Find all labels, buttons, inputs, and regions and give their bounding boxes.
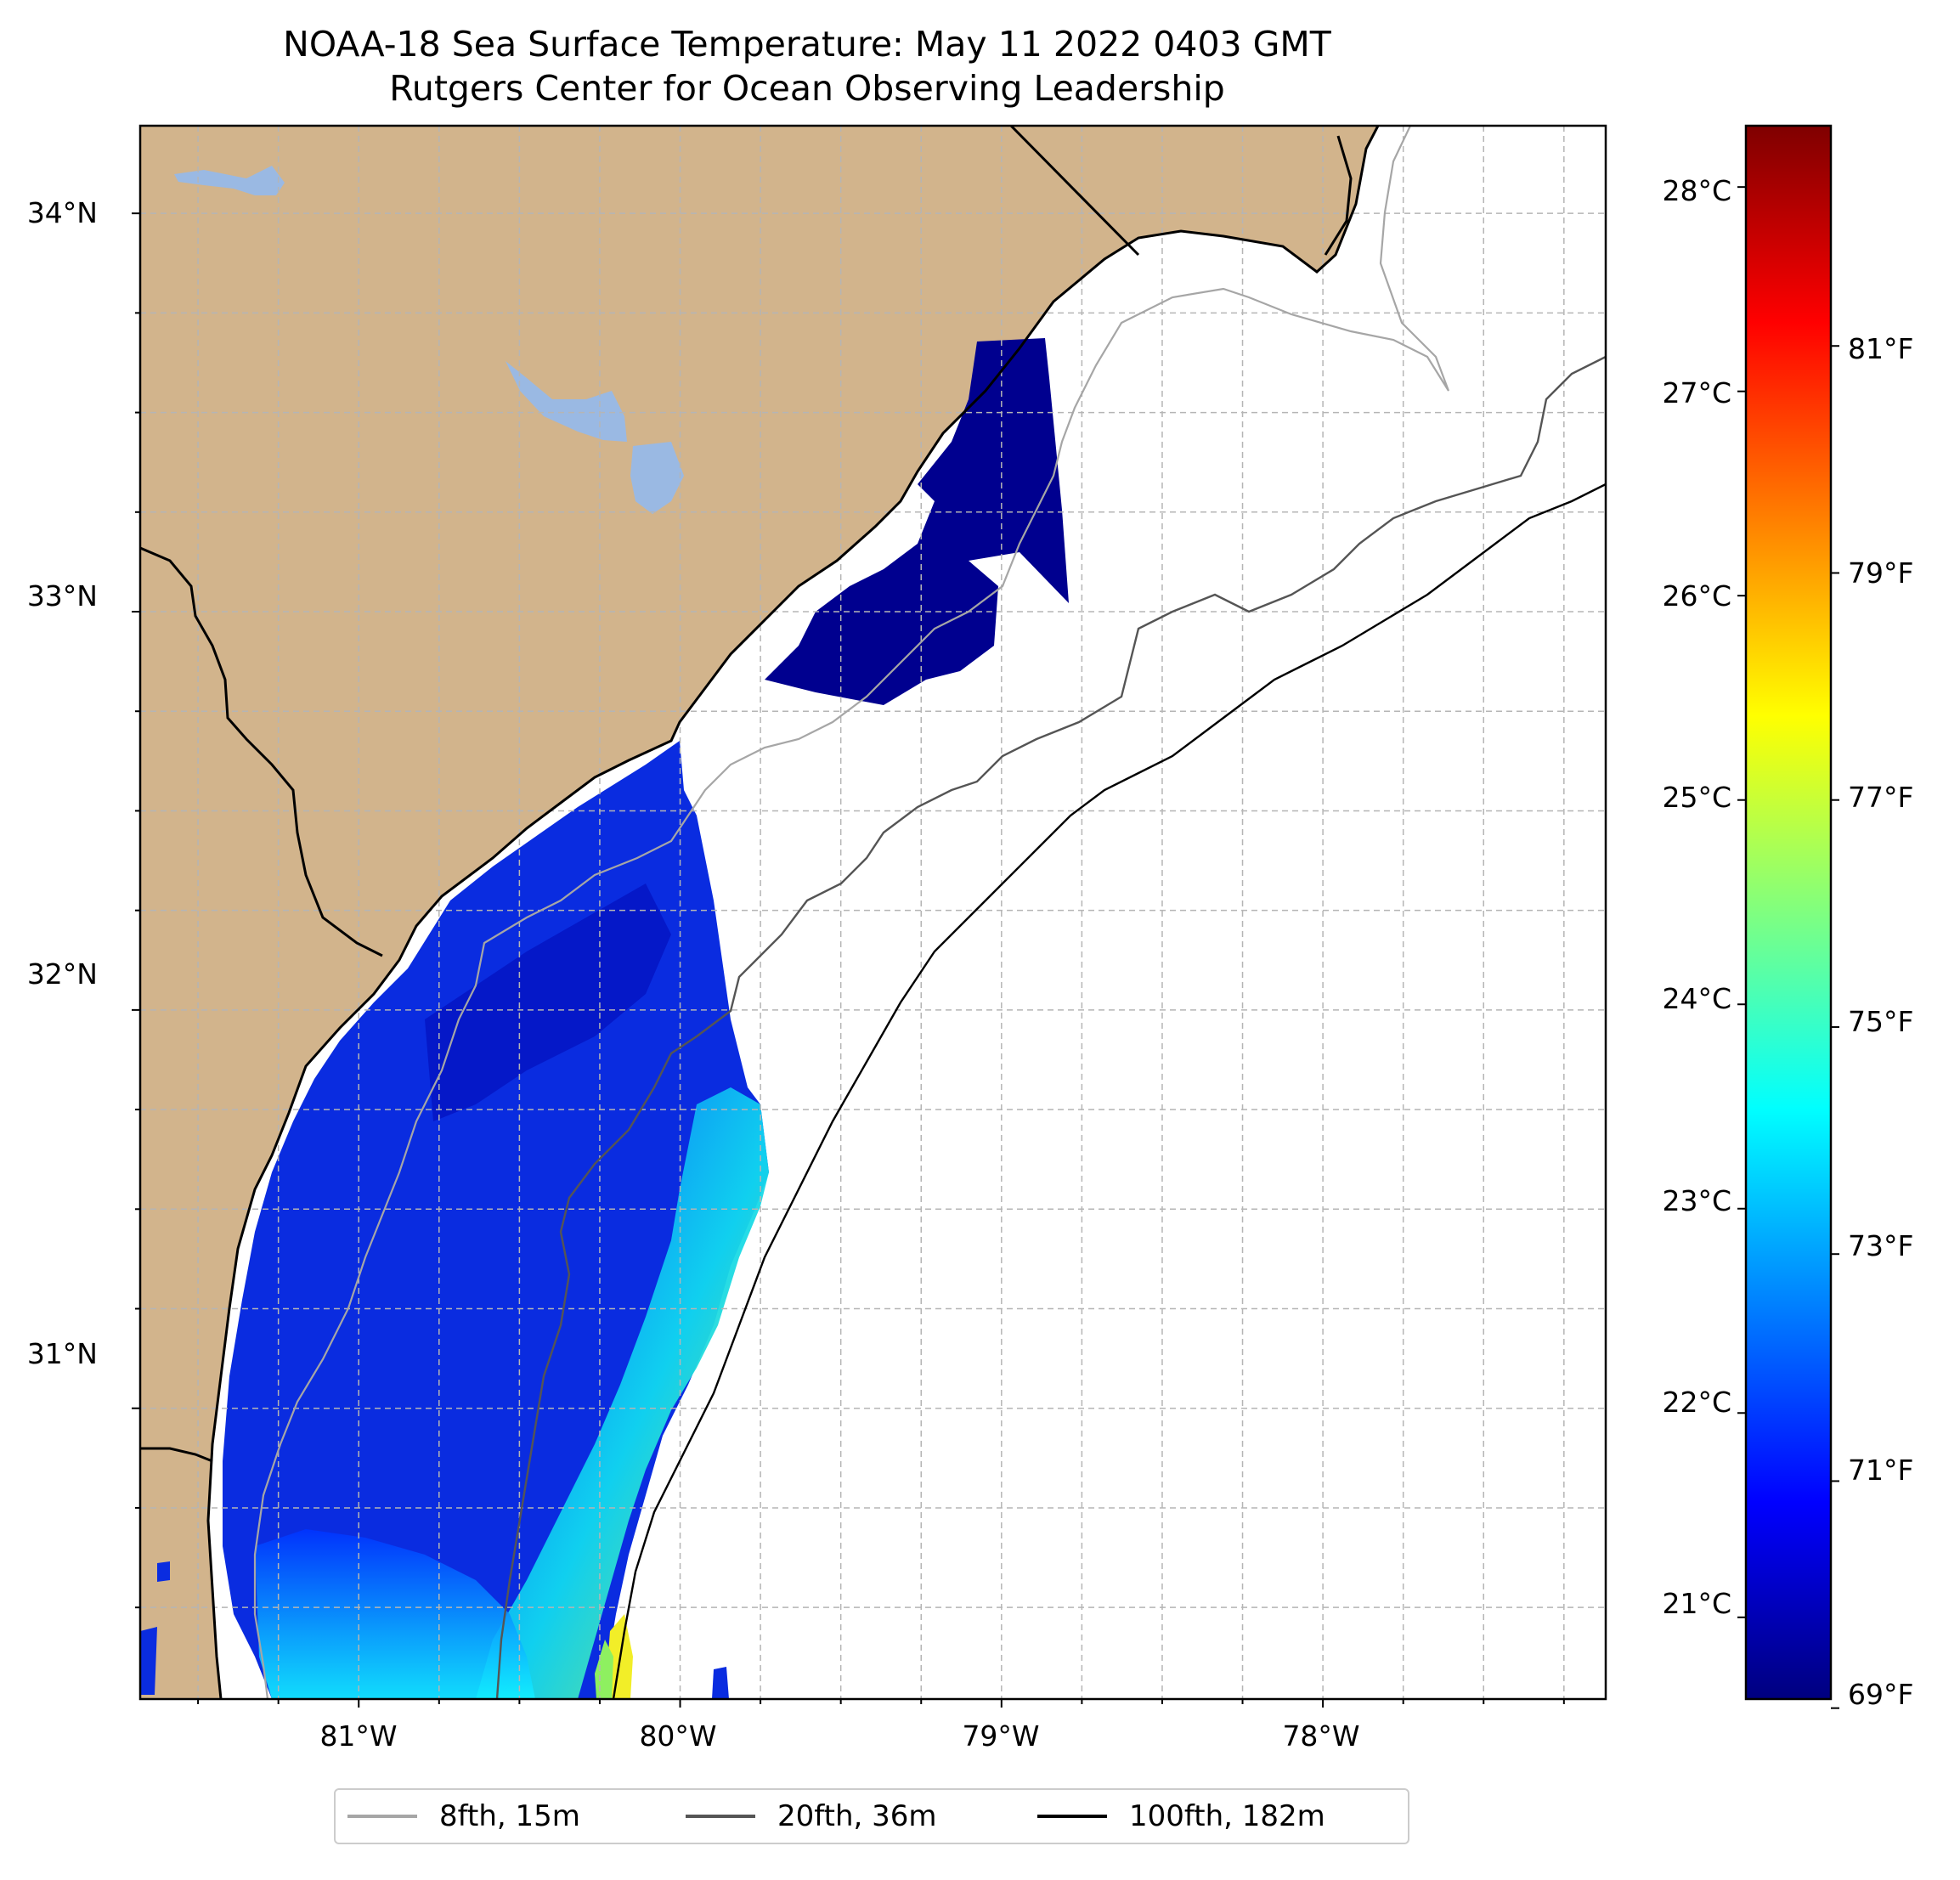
fahrenheit-label: 73°F	[1848, 1229, 1913, 1262]
lat-label: 31°N	[27, 1337, 98, 1370]
legend-swatch-20fth	[686, 1815, 755, 1818]
celsius-label: 25°C	[1662, 781, 1731, 814]
legend-swatch-100fth	[1037, 1815, 1107, 1818]
fahrenheit-label: 75°F	[1848, 1005, 1913, 1038]
lon-label: 78°W	[1282, 1719, 1359, 1753]
coastline	[140, 126, 1380, 1699]
celsius-label: 26°C	[1662, 579, 1731, 613]
celsius-label: 24°C	[1662, 982, 1731, 1015]
legend-label: 100fth, 182m	[1129, 1799, 1325, 1833]
celsius-label: 28°C	[1662, 174, 1731, 207]
isobath-8fth	[253, 126, 1450, 1699]
fahrenheit-label: 77°F	[1848, 781, 1913, 814]
lon-label: 81°W	[319, 1719, 397, 1753]
fahrenheit-label: 79°F	[1848, 556, 1913, 590]
isobath-legend: 8fth, 15m 20fth, 36m 100fth, 182m	[334, 1788, 1409, 1844]
sst-field	[140, 338, 1069, 1699]
colorbar	[1744, 124, 1833, 1701]
celsius-label: 27°C	[1662, 376, 1731, 409]
title-line-2: Rutgers Center for Ocean Observing Leade…	[389, 68, 1225, 109]
lon-label: 79°W	[962, 1719, 1039, 1753]
land	[140, 126, 1378, 1699]
legend-item-20fth: 20fth, 36m	[686, 1790, 937, 1843]
lakes	[174, 166, 684, 514]
lat-label: 34°N	[27, 196, 98, 229]
isobath-100fth	[612, 483, 1606, 1699]
lat-label: 32°N	[27, 957, 98, 991]
celsius-label: 21°C	[1662, 1587, 1731, 1620]
legend-label: 20fth, 36m	[777, 1799, 937, 1833]
legend-label: 8fth, 15m	[439, 1799, 580, 1833]
title-line-1: NOAA-18 Sea Surface Temperature: May 11 …	[283, 24, 1331, 65]
fahrenheit-label: 71°F	[1848, 1454, 1913, 1487]
lon-label: 80°W	[639, 1719, 716, 1753]
legend-item-8fth: 8fth, 15m	[347, 1790, 580, 1843]
colorbar-ticks	[1737, 186, 1839, 1709]
celsius-label: 22°C	[1662, 1386, 1731, 1419]
fahrenheit-label: 69°F	[1848, 1678, 1913, 1711]
graticule	[140, 126, 1606, 1699]
map-tick-marks	[132, 212, 1565, 1708]
lat-label: 33°N	[27, 579, 98, 613]
fahrenheit-label: 81°F	[1848, 332, 1913, 365]
legend-item-100fth: 100fth, 182m	[1037, 1790, 1325, 1843]
celsius-label: 23°C	[1662, 1184, 1731, 1217]
isobath-20fth	[495, 355, 1606, 1699]
legend-swatch-8fth	[347, 1815, 417, 1818]
map-frame	[138, 124, 1607, 1701]
